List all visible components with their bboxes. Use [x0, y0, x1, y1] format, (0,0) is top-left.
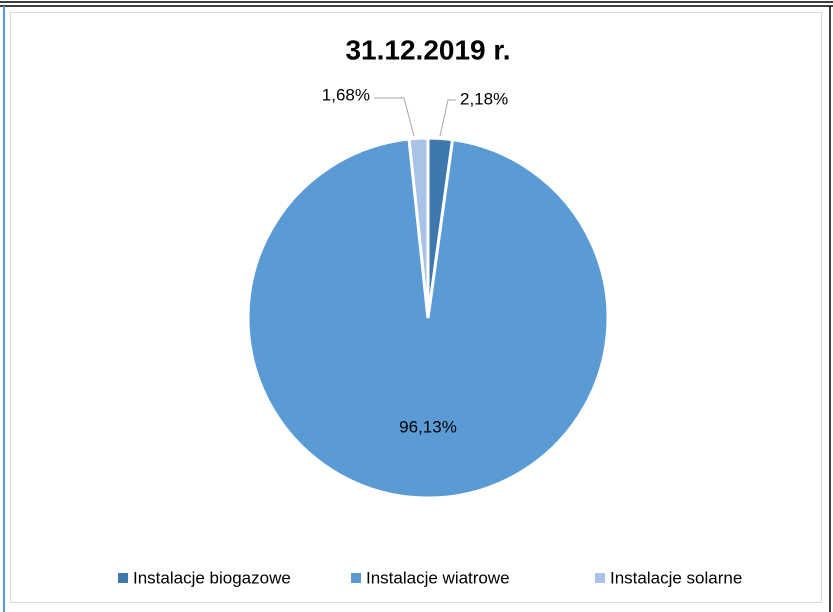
- data-label: 2,18%: [460, 89, 508, 108]
- legend-label: Instalacje biogazowe: [133, 568, 291, 587]
- pie-slice: [407, 136, 430, 319]
- legend-swatch: [118, 573, 128, 583]
- data-label: 96,13%: [399, 417, 457, 436]
- pie-slice: [246, 137, 610, 500]
- legend-label: Instalacje wiatrowe: [366, 568, 510, 587]
- legend-swatch: [595, 573, 605, 583]
- leader-line: [374, 97, 415, 137]
- leader-line: [439, 99, 456, 137]
- chart-title: 31.12.2019 r.: [345, 34, 510, 65]
- legend-label: Instalacje solarne: [610, 568, 742, 587]
- data-label: 1,68%: [322, 85, 370, 104]
- legend-swatch: [351, 573, 361, 583]
